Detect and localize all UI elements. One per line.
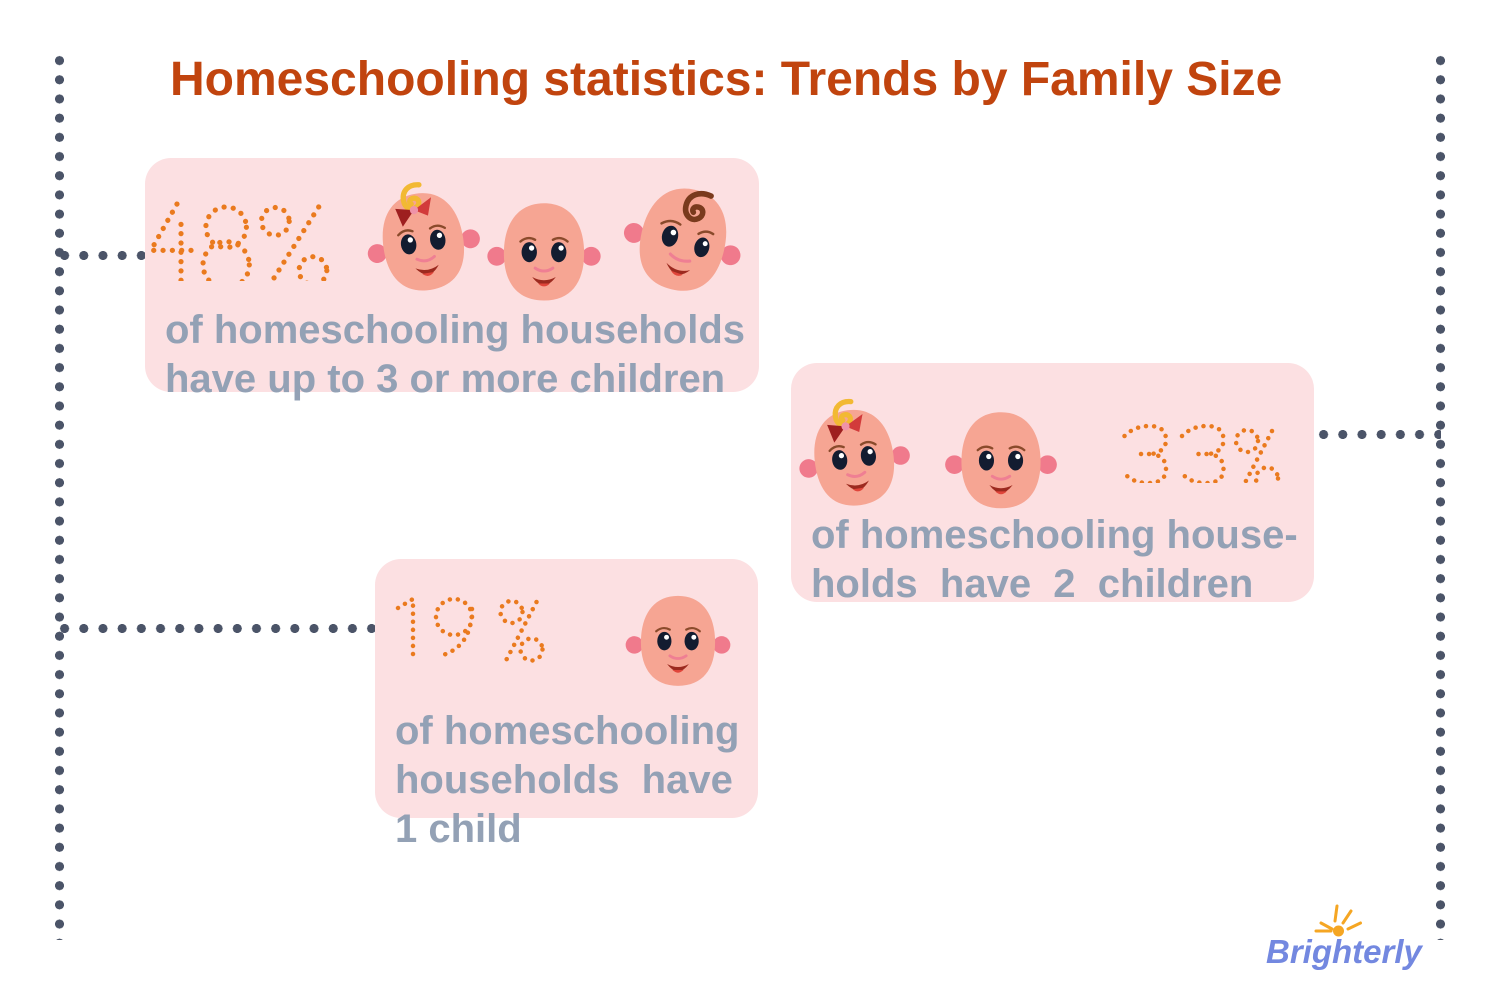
svg-text:Brighterly: Brighterly bbox=[1266, 933, 1424, 970]
